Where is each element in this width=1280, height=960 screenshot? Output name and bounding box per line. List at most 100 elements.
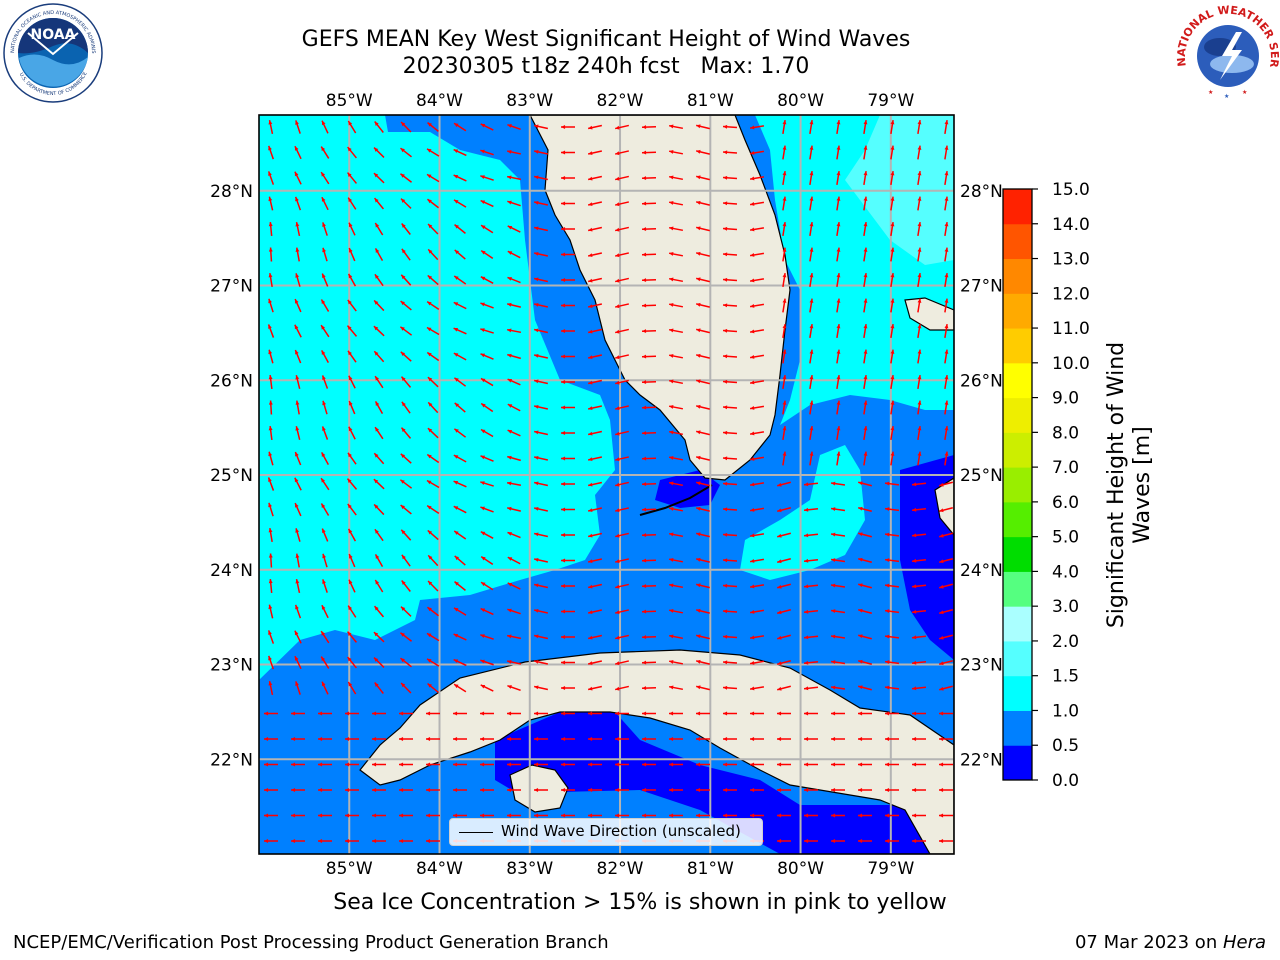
wind-wave-arrow: [749, 609, 765, 614]
wind-wave-arrow: [809, 298, 814, 313]
wind-wave-arrow: [426, 453, 440, 464]
wind-wave-arrow: [268, 374, 273, 390]
colorbar-tick-label: 9.0: [1052, 389, 1079, 409]
wind-wave-arrow: [863, 170, 868, 186]
wind-wave-arrow: [668, 303, 684, 308]
wind-wave-arrow: [374, 579, 384, 593]
wind-wave-arrow: [749, 660, 765, 665]
wind-wave-arrow: [696, 353, 710, 359]
wind-wave-arrow: [777, 660, 791, 666]
wind-wave-arrow: [884, 532, 900, 537]
wind-wave-arrow: [426, 606, 440, 617]
wind-wave-arrow: [587, 685, 603, 691]
wind-wave-arrow: [641, 380, 657, 385]
wind-wave-arrow: [453, 683, 467, 693]
wind-wave-arrow: [400, 351, 412, 362]
wind-wave-arrow: [750, 711, 764, 716]
wind-wave-arrow: [885, 839, 899, 843]
wind-wave-arrow: [836, 298, 841, 313]
wind-wave-arrow: [939, 481, 953, 487]
colorbar-segment: [1003, 328, 1032, 364]
wind-wave-arrow: [858, 557, 872, 563]
lon-tick-label-top: 84°W: [416, 91, 463, 111]
wind-wave-arrow: [560, 609, 576, 614]
wind-wave-arrow: [426, 198, 440, 209]
wind-wave-arrow: [777, 634, 791, 640]
wind-wave-arrow: [858, 839, 872, 843]
wind-wave-arrow: [668, 175, 684, 181]
wind-wave-arrow: [722, 252, 738, 257]
wind-wave-arrow: [507, 302, 521, 308]
wind-wave-arrow: [777, 737, 791, 741]
wind-wave-arrow: [641, 201, 657, 206]
wind-wave-arrow: [533, 481, 549, 487]
wind-wave-arrow: [480, 175, 494, 181]
wind-wave-arrow: [777, 788, 791, 792]
wind-wave-arrow: [831, 788, 845, 792]
wind-wave-arrow: [453, 122, 467, 132]
lat-tick-label-right: 23°N: [960, 656, 1003, 676]
wind-wave-arrow: [777, 609, 791, 615]
wind-wave-arrow: [453, 607, 467, 616]
wind-wave-arrow: [830, 634, 846, 639]
colorbar-segment: [1003, 223, 1032, 260]
lon-tick-label-bottom: 81°W: [687, 859, 734, 879]
lon-tick-label-bottom: 85°W: [326, 859, 373, 879]
wind-wave-arrow: [291, 813, 305, 818]
wind-wave-arrow: [427, 529, 439, 541]
wind-wave-arrow: [809, 119, 814, 135]
wind-wave-arrow: [268, 400, 273, 415]
wind-wave-arrow: [374, 682, 384, 694]
wind-wave-arrow: [480, 377, 494, 387]
wind-wave-arrow: [939, 762, 953, 767]
wind-wave-arrow: [347, 605, 357, 618]
wind-wave-arrow: [803, 686, 819, 691]
wind-wave-arrow: [668, 685, 684, 691]
wind-wave-arrow: [294, 502, 302, 517]
wind-wave-arrow: [588, 737, 602, 741]
colorbar-segment: [1003, 710, 1032, 746]
wind-wave-arrow: [911, 482, 927, 487]
wind-wave-arrow: [836, 374, 841, 390]
wind-wave-arrow: [427, 376, 439, 388]
wind-wave-arrow: [348, 222, 356, 236]
wind-wave-arrow: [588, 762, 602, 767]
wind-wave-arrow: [641, 150, 657, 155]
wind-wave-arrow: [587, 303, 603, 309]
wind-wave-arrow: [373, 452, 385, 465]
wind-wave-arrow: [804, 711, 818, 716]
wind-wave-arrow: [809, 170, 814, 186]
wind-wave-arrow: [641, 558, 657, 563]
wind-wave-arrow: [917, 272, 922, 288]
wind-wave-arrow: [722, 507, 738, 512]
wind-wave-arrow: [295, 553, 300, 568]
wind-wave-arrow: [348, 579, 356, 593]
wind-wave-arrow: [291, 711, 305, 716]
wind-wave-arrow: [641, 533, 657, 538]
wind-wave-arrow: [939, 532, 953, 538]
wind-wave-arrow: [858, 583, 872, 589]
land-cuba: [359, 649, 954, 854]
wind-wave-arrow: [836, 272, 841, 288]
colorbar-segment: [1003, 397, 1032, 433]
land-andros: [934, 477, 954, 536]
wind-wave-arrow: [294, 171, 302, 185]
wind-wave-arrow: [863, 374, 868, 390]
wind-wave-arrow: [782, 119, 787, 135]
wind-wave-arrow: [427, 554, 439, 567]
wind-wave-arrow: [668, 201, 684, 206]
colorbar-segment: [1003, 501, 1032, 538]
wind-wave-arrow: [858, 711, 872, 716]
wind-wave-arrow: [426, 173, 440, 183]
wind-wave-arrow: [722, 328, 738, 333]
wind-wave-arrow: [587, 226, 603, 232]
wind-wave-arrow: [587, 634, 603, 640]
wind-wave-arrow: [615, 226, 629, 232]
wind-wave-arrow: [480, 555, 494, 566]
wind-wave-arrow: [480, 455, 494, 462]
wind-wave-arrow: [295, 375, 301, 389]
wind-wave-arrow: [890, 298, 895, 313]
lat-tick-label-right: 22°N: [960, 750, 1003, 770]
wind-wave-arrow: [668, 609, 684, 614]
wind-wave-arrow: [560, 201, 576, 206]
